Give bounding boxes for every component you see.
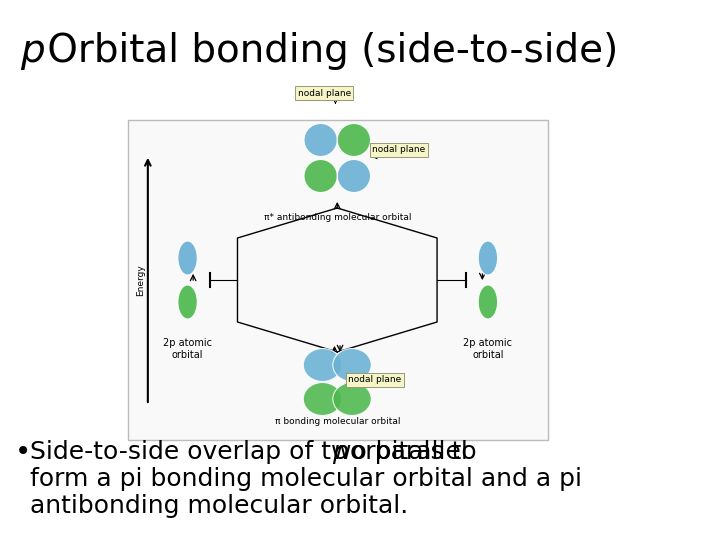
Ellipse shape [337,124,371,157]
Ellipse shape [178,241,197,275]
Text: form a pi bonding molecular orbital and a pi: form a pi bonding molecular orbital and … [30,467,582,491]
Text: antibonding molecular orbital.: antibonding molecular orbital. [30,494,408,518]
Ellipse shape [303,348,342,381]
Text: Orbital bonding (side-to-side): Orbital bonding (side-to-side) [35,32,618,70]
Ellipse shape [478,285,498,319]
Text: nodal plane: nodal plane [372,145,426,154]
Ellipse shape [304,159,337,192]
Text: 2p atomic
orbital: 2p atomic orbital [464,338,513,360]
Text: nodal plane: nodal plane [348,375,402,384]
Text: 2p atomic
orbital: 2p atomic orbital [163,338,212,360]
Text: π* antibonding molecular orbital: π* antibonding molecular orbital [264,213,411,222]
Text: orbitals to: orbitals to [342,440,477,464]
Ellipse shape [333,348,372,381]
Ellipse shape [337,159,371,192]
Text: π bonding molecular orbital: π bonding molecular orbital [274,417,400,427]
Ellipse shape [303,382,342,415]
Ellipse shape [478,241,498,275]
Text: •: • [15,438,31,466]
FancyBboxPatch shape [127,120,548,440]
Text: p: p [332,440,348,464]
Ellipse shape [333,382,372,415]
Text: Energy: Energy [136,264,145,296]
Ellipse shape [304,124,337,157]
Ellipse shape [178,285,197,319]
Text: nodal plane: nodal plane [297,89,351,98]
Text: p: p [20,32,45,70]
Text: Side-to-side overlap of two parallel: Side-to-side overlap of two parallel [30,440,475,464]
